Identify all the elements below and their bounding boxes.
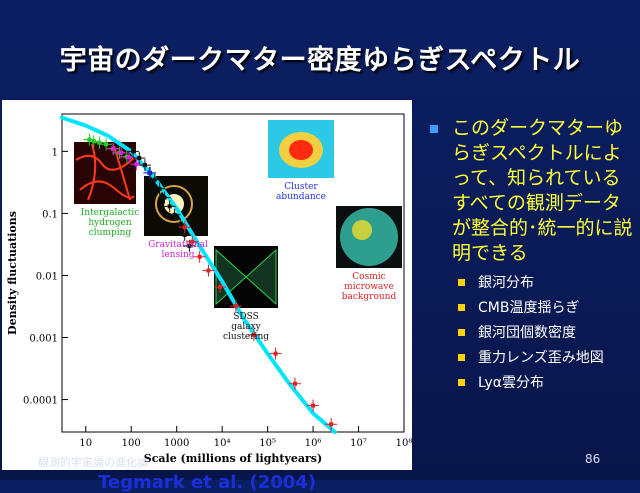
data-point [218, 285, 223, 290]
data-point [182, 225, 187, 230]
y-tick-label: 0.1 [42, 209, 58, 220]
cmb-inset-spot [352, 220, 372, 240]
sdss-label-line: SDSS [233, 312, 259, 322]
bullet-square-icon [430, 125, 438, 133]
lya-label-line: clumping [88, 228, 132, 238]
sub-bullet-square-icon [458, 354, 465, 361]
data-point [134, 162, 139, 167]
sdss-label-line: clustering [222, 332, 269, 342]
data-point [251, 332, 256, 337]
plot-frame [61, 113, 405, 433]
sub-bullet-square-icon [458, 329, 465, 336]
lensing-label: Gravitational lensing [140, 240, 216, 260]
sub-bullet-text: 重力レンズ歪み地図 [478, 350, 604, 366]
sub-bullet-item: CMB温度揺らぎ [458, 299, 638, 317]
data-point [182, 232, 187, 237]
data-point [124, 154, 129, 159]
lensing-label-line: lensing [161, 250, 195, 260]
cluster-label-line: abundance [275, 192, 326, 202]
x-axis-label: Scale (millions of lightyears) [144, 452, 322, 465]
data-point [190, 239, 195, 244]
sub-bullet-text: 銀河分布 [478, 275, 534, 291]
lya-label-line: hydrogen [88, 218, 132, 228]
data-point [142, 163, 147, 168]
data-point [137, 156, 142, 161]
sub-bullet-item: 重力レンズ歪み地図 [458, 349, 638, 367]
y-tick-label: 1 [52, 147, 58, 158]
sub-bullet-item: 銀河団個数密度 [458, 324, 638, 342]
data-point [172, 212, 177, 217]
main-bullet: このダークマターゆらぎスペクトルによって、知られているすべての観測データが整合的… [428, 116, 638, 266]
sub-bullet-text: Lyα雲分布 [478, 375, 545, 391]
data-point [273, 351, 278, 356]
figure-credit: Tegmark et al. (2004) [98, 472, 317, 493]
data-point [197, 254, 202, 259]
sub-bullet-text: 銀河団個数密度 [478, 325, 576, 341]
sdss-label: SDSS galaxy clustering [214, 312, 278, 342]
x-tick-label: 10⁷ [350, 438, 367, 449]
x-tick-label: 1000 [164, 438, 189, 449]
y-tick-label: 0.01 [36, 271, 58, 282]
density-fluctuation-figure: 10 100 1000 10⁴ 10⁵ 10⁶ 10⁷ 10⁸ 1 0.1 0.01 0.001 0.0… [2, 100, 412, 493]
sub-bullet-item: Lyα雲分布 [458, 374, 638, 392]
x-tick-label: 100 [122, 438, 141, 449]
x-tick-label: 10 [79, 438, 92, 449]
data-point [131, 149, 136, 154]
data-point [206, 268, 211, 273]
data-point [292, 381, 297, 386]
data-point [329, 422, 334, 427]
data-point [147, 170, 152, 175]
cmb-label: Cosmic microwave background [332, 272, 406, 302]
data-point [104, 142, 109, 147]
data-point [162, 195, 167, 200]
data-point [111, 146, 116, 151]
sdss-inset-wedges [215, 248, 277, 306]
x-tick-label: 10⁵ [259, 438, 276, 449]
sub-bullet-text: CMB温度揺らぎ [478, 300, 580, 316]
data-point [157, 186, 162, 191]
lensing-label-line: Gravitational [148, 240, 208, 250]
sub-bullet-list: 銀河分布 CMB温度揺らぎ 銀河団個数密度 重力レンズ歪み地図 Lyα雲分布 [428, 274, 638, 392]
x-tick-label: 10⁸ [396, 438, 412, 449]
data-point [127, 155, 132, 160]
sub-bullet-square-icon [458, 279, 465, 286]
slide-title: 宇宙のダークマター密度ゆらぎスペクトル [59, 45, 581, 76]
y-tick-label: 0.001 [29, 334, 58, 345]
bullet-list: このダークマターゆらぎスペクトルによって、知られているすべての観測データが整合的… [428, 116, 638, 399]
data-point [119, 150, 124, 155]
data-point [233, 304, 238, 309]
sub-bullet-square-icon [458, 379, 465, 386]
cmb-label-line: background [341, 292, 397, 302]
x-tick-label: 10⁴ [214, 438, 231, 449]
data-point [167, 204, 172, 209]
data-point [152, 177, 157, 182]
sub-bullet-item: 銀河分布 [458, 274, 638, 292]
cluster-label: Cluster abundance [268, 182, 334, 202]
cluster-label-line: Cluster [284, 182, 318, 192]
data-point [311, 403, 316, 408]
density-spectrum-chart: 10 100 1000 10⁴ 10⁵ 10⁶ 10⁷ 10⁸ 1 0.1 0.01 0.001 0.0… [6, 113, 412, 465]
x-tick-label: 10⁶ [305, 438, 322, 449]
sdss-label-line: galaxy [231, 322, 261, 332]
y-axis-label: Density fluctuations [6, 211, 19, 335]
cmb-label-line: microwave [344, 282, 394, 292]
lya-label-line: Intergalactic [80, 208, 140, 218]
main-bullet-text: このダークマターゆらぎスペクトルによって、知られているすべての観測データが整合的… [452, 117, 633, 264]
lya-inset-filaments [75, 143, 135, 201]
lensing-inset-halo [155, 185, 193, 223]
data-point [97, 140, 102, 145]
footer-text: 観測的宇宙論の進化論 [38, 456, 148, 469]
lya-label: Intergalactic hydrogen clumping [74, 208, 146, 238]
data-point [178, 223, 183, 228]
cluster-inset-core [289, 140, 313, 160]
sub-bullet-square-icon [458, 304, 465, 311]
page-number: 86 [585, 452, 601, 466]
y-tick-label: 0.0001 [23, 396, 58, 407]
cmb-label-line: Cosmic [352, 272, 386, 282]
data-point [187, 243, 192, 248]
data-point [91, 139, 96, 144]
data-point [87, 137, 92, 142]
